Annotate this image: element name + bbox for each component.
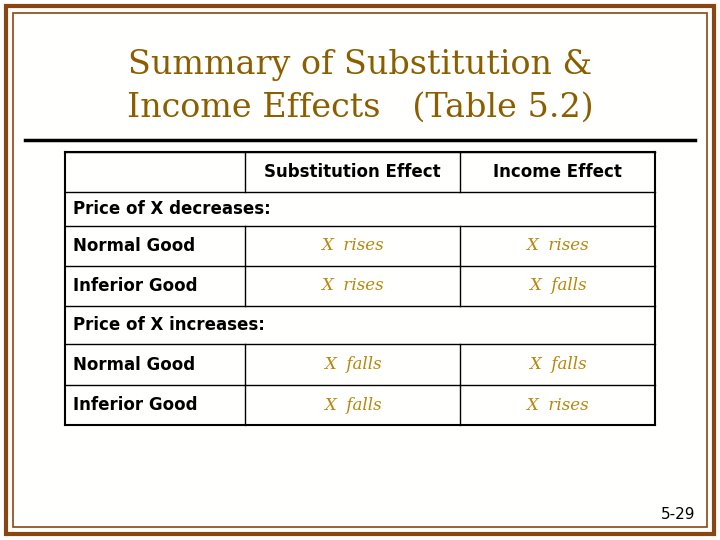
Text: Inferior Good: Inferior Good	[73, 396, 197, 414]
Text: X  rises: X rises	[526, 396, 589, 414]
Text: Normal Good: Normal Good	[73, 355, 195, 374]
Text: X  rises: X rises	[321, 278, 384, 294]
Text: X  rises: X rises	[321, 238, 384, 254]
Text: X  falls: X falls	[528, 356, 586, 373]
Text: Substitution Effect: Substitution Effect	[264, 163, 441, 181]
Text: Inferior Good: Inferior Good	[73, 277, 197, 295]
Text: X  falls: X falls	[324, 396, 382, 414]
Text: Normal Good: Normal Good	[73, 237, 195, 255]
Text: X  rises: X rises	[526, 238, 589, 254]
Text: Income Effect: Income Effect	[493, 163, 622, 181]
Text: Price of X increases:: Price of X increases:	[73, 316, 265, 334]
Text: Income Effects   (Table 5.2): Income Effects (Table 5.2)	[127, 92, 593, 124]
Text: Summary of Substitution &: Summary of Substitution &	[128, 49, 592, 81]
Text: X  falls: X falls	[528, 278, 586, 294]
Text: Price of X decreases:: Price of X decreases:	[73, 200, 271, 218]
Text: 5-29: 5-29	[660, 507, 695, 522]
Text: X  falls: X falls	[324, 356, 382, 373]
